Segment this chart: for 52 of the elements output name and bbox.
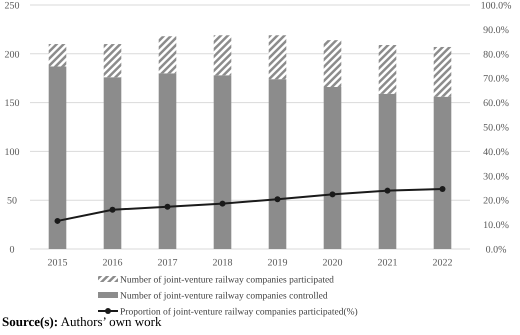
x-tick-label: 2021 bbox=[378, 258, 398, 268]
point bbox=[274, 196, 280, 202]
y-tick-label: 200 bbox=[4, 49, 20, 60]
y-tick-label: 150 bbox=[4, 98, 20, 110]
y2-tick-label: 50.0% bbox=[483, 122, 509, 134]
point bbox=[440, 186, 446, 192]
x-tick-label: 2017 bbox=[158, 258, 178, 268]
y2-tick-label: 60.0% bbox=[483, 98, 509, 110]
point bbox=[330, 191, 336, 198]
y-tick-label: 250 bbox=[4, 0, 20, 12]
legend-label: Number of joint-venture railway companies participated bbox=[120, 275, 334, 286]
y-tick-label: 100 bbox=[4, 146, 20, 158]
bar bbox=[324, 40, 342, 87]
bar bbox=[214, 75, 232, 249]
bar bbox=[158, 73, 176, 249]
y2-tick-label: 90.0% bbox=[483, 24, 509, 36]
bar bbox=[158, 36, 176, 74]
bar bbox=[104, 44, 122, 78]
point bbox=[54, 218, 60, 224]
bar bbox=[48, 44, 66, 66]
bar bbox=[378, 45, 396, 94]
point bbox=[220, 200, 226, 207]
y2-tick-label: 80.0% bbox=[483, 49, 509, 60]
y2-tick-label: 30.0% bbox=[483, 171, 509, 182]
y2-tick-label: 100.0% bbox=[480, 0, 512, 12]
bar bbox=[268, 35, 286, 80]
x-tick-label: 2020 bbox=[322, 258, 342, 268]
x-tick-label: 2022 bbox=[432, 258, 452, 268]
bar bbox=[324, 86, 342, 249]
bar bbox=[214, 35, 232, 76]
y2-tick-label: 40.0% bbox=[483, 146, 509, 158]
y2-tick-label: 20.0% bbox=[483, 196, 509, 207]
legend-label: Number of joint-venture railway companies controlled bbox=[120, 291, 328, 302]
bar bbox=[434, 46, 452, 97]
y-tick-label: 0 bbox=[10, 244, 14, 256]
point bbox=[384, 188, 390, 194]
x-tick-label: 2018 bbox=[212, 258, 232, 268]
x-tick-label: 2016 bbox=[102, 258, 122, 268]
x-tick-label: 2015 bbox=[48, 258, 68, 268]
x-tick-label: 2019 bbox=[268, 258, 288, 268]
point bbox=[110, 206, 116, 213]
bar bbox=[378, 94, 396, 249]
bar bbox=[104, 77, 122, 249]
legend-label: Proportion of joint-venture railway companies participated(%) bbox=[120, 307, 358, 318]
y-tick-label: 50 bbox=[7, 196, 17, 207]
y2-tick-label: 70.0% bbox=[483, 74, 509, 85]
y2-tick-label: 0.0% bbox=[486, 244, 506, 256]
y2-tick-label: 10.0% bbox=[483, 220, 509, 232]
point bbox=[164, 204, 170, 210]
bar bbox=[434, 96, 452, 249]
bar bbox=[268, 79, 286, 249]
bar bbox=[48, 66, 66, 249]
